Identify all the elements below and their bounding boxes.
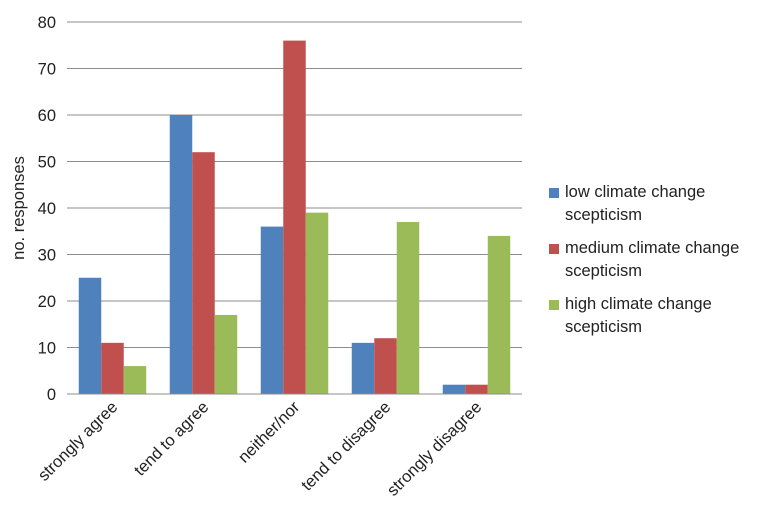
bar-1-2 — [214, 314, 238, 394]
y-axis: 0 10 20 30 40 50 60 70 80 — [38, 14, 56, 404]
y-tick-label: 0 — [47, 386, 56, 404]
bar-3-2 — [396, 221, 420, 394]
legend: low climate change scepticism medium cli… — [549, 181, 764, 349]
bar-1-0 — [169, 115, 193, 394]
legend-label-medium: medium climate change scepticism — [565, 239, 740, 280]
bar-2-2 — [305, 212, 329, 394]
bar-2-0 — [260, 226, 284, 394]
y-tick-label: 70 — [38, 61, 56, 79]
legend-item-medium: medium climate change scepticism — [549, 237, 764, 283]
x-tick-label: neither/nor — [235, 398, 304, 467]
legend-item-high: high climate change scepticism — [549, 293, 764, 339]
x-axis: strongly agree tend to agree neither/norte… — [35, 393, 522, 500]
legend-swatch-low — [549, 188, 559, 198]
bar-1-1 — [192, 152, 215, 394]
bar-3-1 — [374, 338, 397, 394]
legend-swatch-medium — [549, 244, 559, 254]
x-tick-label: tend to agree — [131, 398, 212, 479]
x-tick-label: strongly disagree — [384, 398, 486, 500]
y-tick-label: 50 — [38, 154, 56, 172]
bar-3-0 — [351, 342, 375, 394]
bar-0-2 — [123, 366, 147, 394]
legend-label-low: low climate change scepticism — [565, 183, 706, 224]
x-tick-label: tend to disagree — [298, 398, 394, 494]
y-tick-label: 60 — [38, 107, 56, 125]
bar-0-1 — [101, 342, 124, 394]
bar-4-0 — [442, 384, 466, 394]
y-tick-label: 80 — [38, 14, 56, 32]
bars — [78, 40, 511, 394]
legend-item-low: low climate change scepticism — [549, 181, 764, 227]
bar-4-2 — [487, 235, 511, 394]
y-tick-label: 10 — [38, 340, 56, 358]
y-axis-label: no. responses — [10, 156, 28, 260]
y-tick-label: 40 — [38, 200, 56, 218]
bar-0-0 — [78, 277, 102, 394]
legend-label-high: high climate change scepticism — [565, 295, 712, 336]
bar-2-1 — [283, 40, 306, 394]
legend-swatch-high — [549, 300, 559, 310]
bar-4-1 — [465, 384, 488, 394]
x-tick-label: strongly agree — [35, 398, 122, 485]
y-tick-label: 20 — [38, 293, 56, 311]
y-tick-label: 30 — [38, 247, 56, 265]
